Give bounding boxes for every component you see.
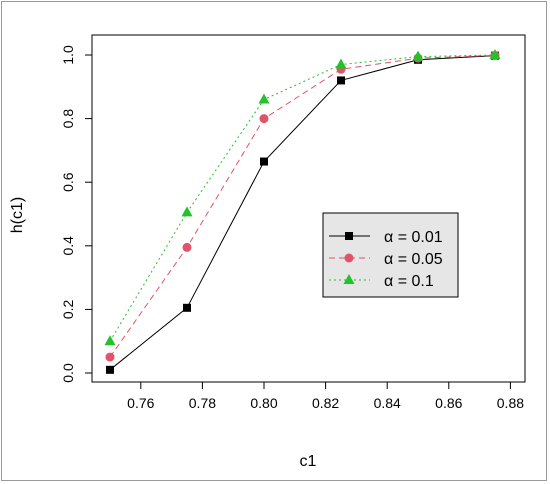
legend-marker (344, 253, 354, 263)
x-tick-label: 0.80 (250, 395, 277, 411)
legend-entry: α = 0.01 (329, 229, 443, 246)
x-tick-label: 0.88 (497, 395, 524, 411)
series-line (109, 54, 496, 358)
series-line (109, 55, 496, 371)
data-point (104, 335, 116, 346)
legend-label: α = 0.05 (384, 251, 443, 268)
data-point (337, 76, 345, 85)
data-point (489, 49, 501, 59)
data-point (181, 206, 193, 217)
y-tick-label: 1.0 (60, 45, 76, 65)
x-axis: 0.76 0.78 0.80 0.82 0.84 0.86 0.88 (127, 381, 524, 411)
x-tick-label: 0.76 (127, 395, 154, 411)
y-tick-label: 0.4 (60, 236, 76, 256)
legend-entry: α = 0.1 (329, 273, 434, 290)
data-point (106, 365, 114, 374)
y-tick-label: 0.6 (60, 172, 76, 192)
legend-label: α = 0.01 (384, 229, 443, 246)
x-tick-label: 0.84 (374, 395, 401, 411)
data-point (105, 352, 115, 362)
y-tick-label: 0.8 (60, 109, 76, 129)
data-point (260, 157, 268, 166)
y-tick-label: 0.0 (60, 363, 76, 383)
series-2 (105, 50, 500, 362)
y-axis: 0.0 0.2 0.4 0.6 0.8 1.0 (60, 45, 93, 383)
series-line (109, 54, 496, 342)
legend-entry: α = 0.05 (329, 251, 443, 268)
data-point (335, 58, 347, 69)
data-point (259, 114, 269, 124)
series-3 (104, 49, 501, 346)
legend-marker (343, 274, 355, 284)
x-tick-label: 0.78 (189, 395, 216, 411)
x-axis-label: c1 (300, 453, 317, 470)
x-tick-label: 0.86 (435, 395, 462, 411)
data-point (412, 50, 424, 61)
y-tick-label: 0.2 (60, 299, 76, 319)
data-point (182, 242, 192, 252)
plot-area-border (91, 34, 526, 383)
legend-marker (345, 232, 353, 240)
data-point (258, 93, 270, 104)
y-axis-label: h(c1) (9, 197, 26, 233)
legend-label: α = 0.1 (384, 273, 434, 290)
series-layer (104, 49, 501, 374)
x-tick-label: 0.82 (312, 395, 339, 411)
data-point (183, 303, 191, 312)
legend: α = 0.01 α = 0.05 α = 0.1 (322, 212, 459, 298)
